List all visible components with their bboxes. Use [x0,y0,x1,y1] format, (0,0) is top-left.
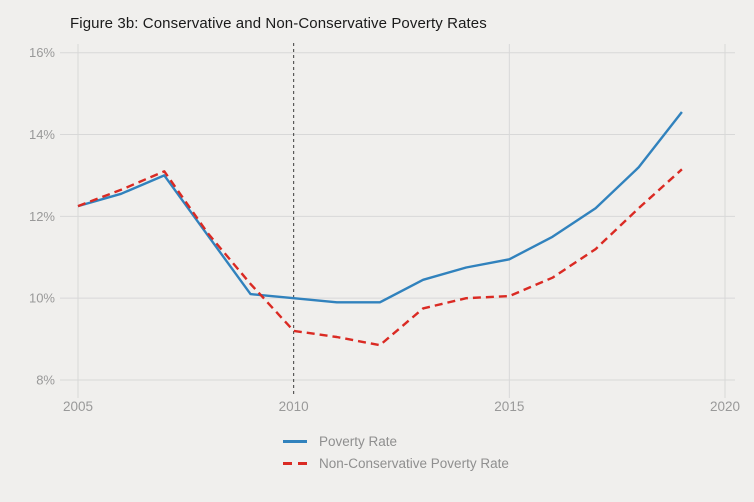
x-axis-tick-label: 2010 [279,399,309,414]
solid-line-swatch [283,439,307,443]
legend-item: Poverty Rate [283,433,509,449]
dashed-line-swatch [283,461,307,465]
series-line-solid [77,111,683,304]
x-axis-tick-label: 2005 [63,399,93,414]
y-axis-tick-label: 10% [29,291,55,306]
legend-label: Non-Conservative Poverty Rate [319,455,509,471]
x-axis-tick-label: 2020 [710,399,740,414]
legend-label: Poverty Rate [319,433,398,449]
legend-item: Non-Conservative Poverty Rate [283,455,509,471]
y-axis-tick-label: 16% [29,45,55,60]
y-axis-tick-label: 12% [29,209,55,224]
y-axis-tick-label: 8% [36,373,55,388]
chart-title: Figure 3b: Conservative and Non-Conserva… [70,15,487,32]
x-axis-tick-label: 2015 [494,399,524,414]
y-axis-tick-label: 14% [29,127,55,142]
chart-legend: Poverty Rate Non-Conservative Poverty Rat… [283,433,509,477]
series-line-dashed [77,168,683,347]
